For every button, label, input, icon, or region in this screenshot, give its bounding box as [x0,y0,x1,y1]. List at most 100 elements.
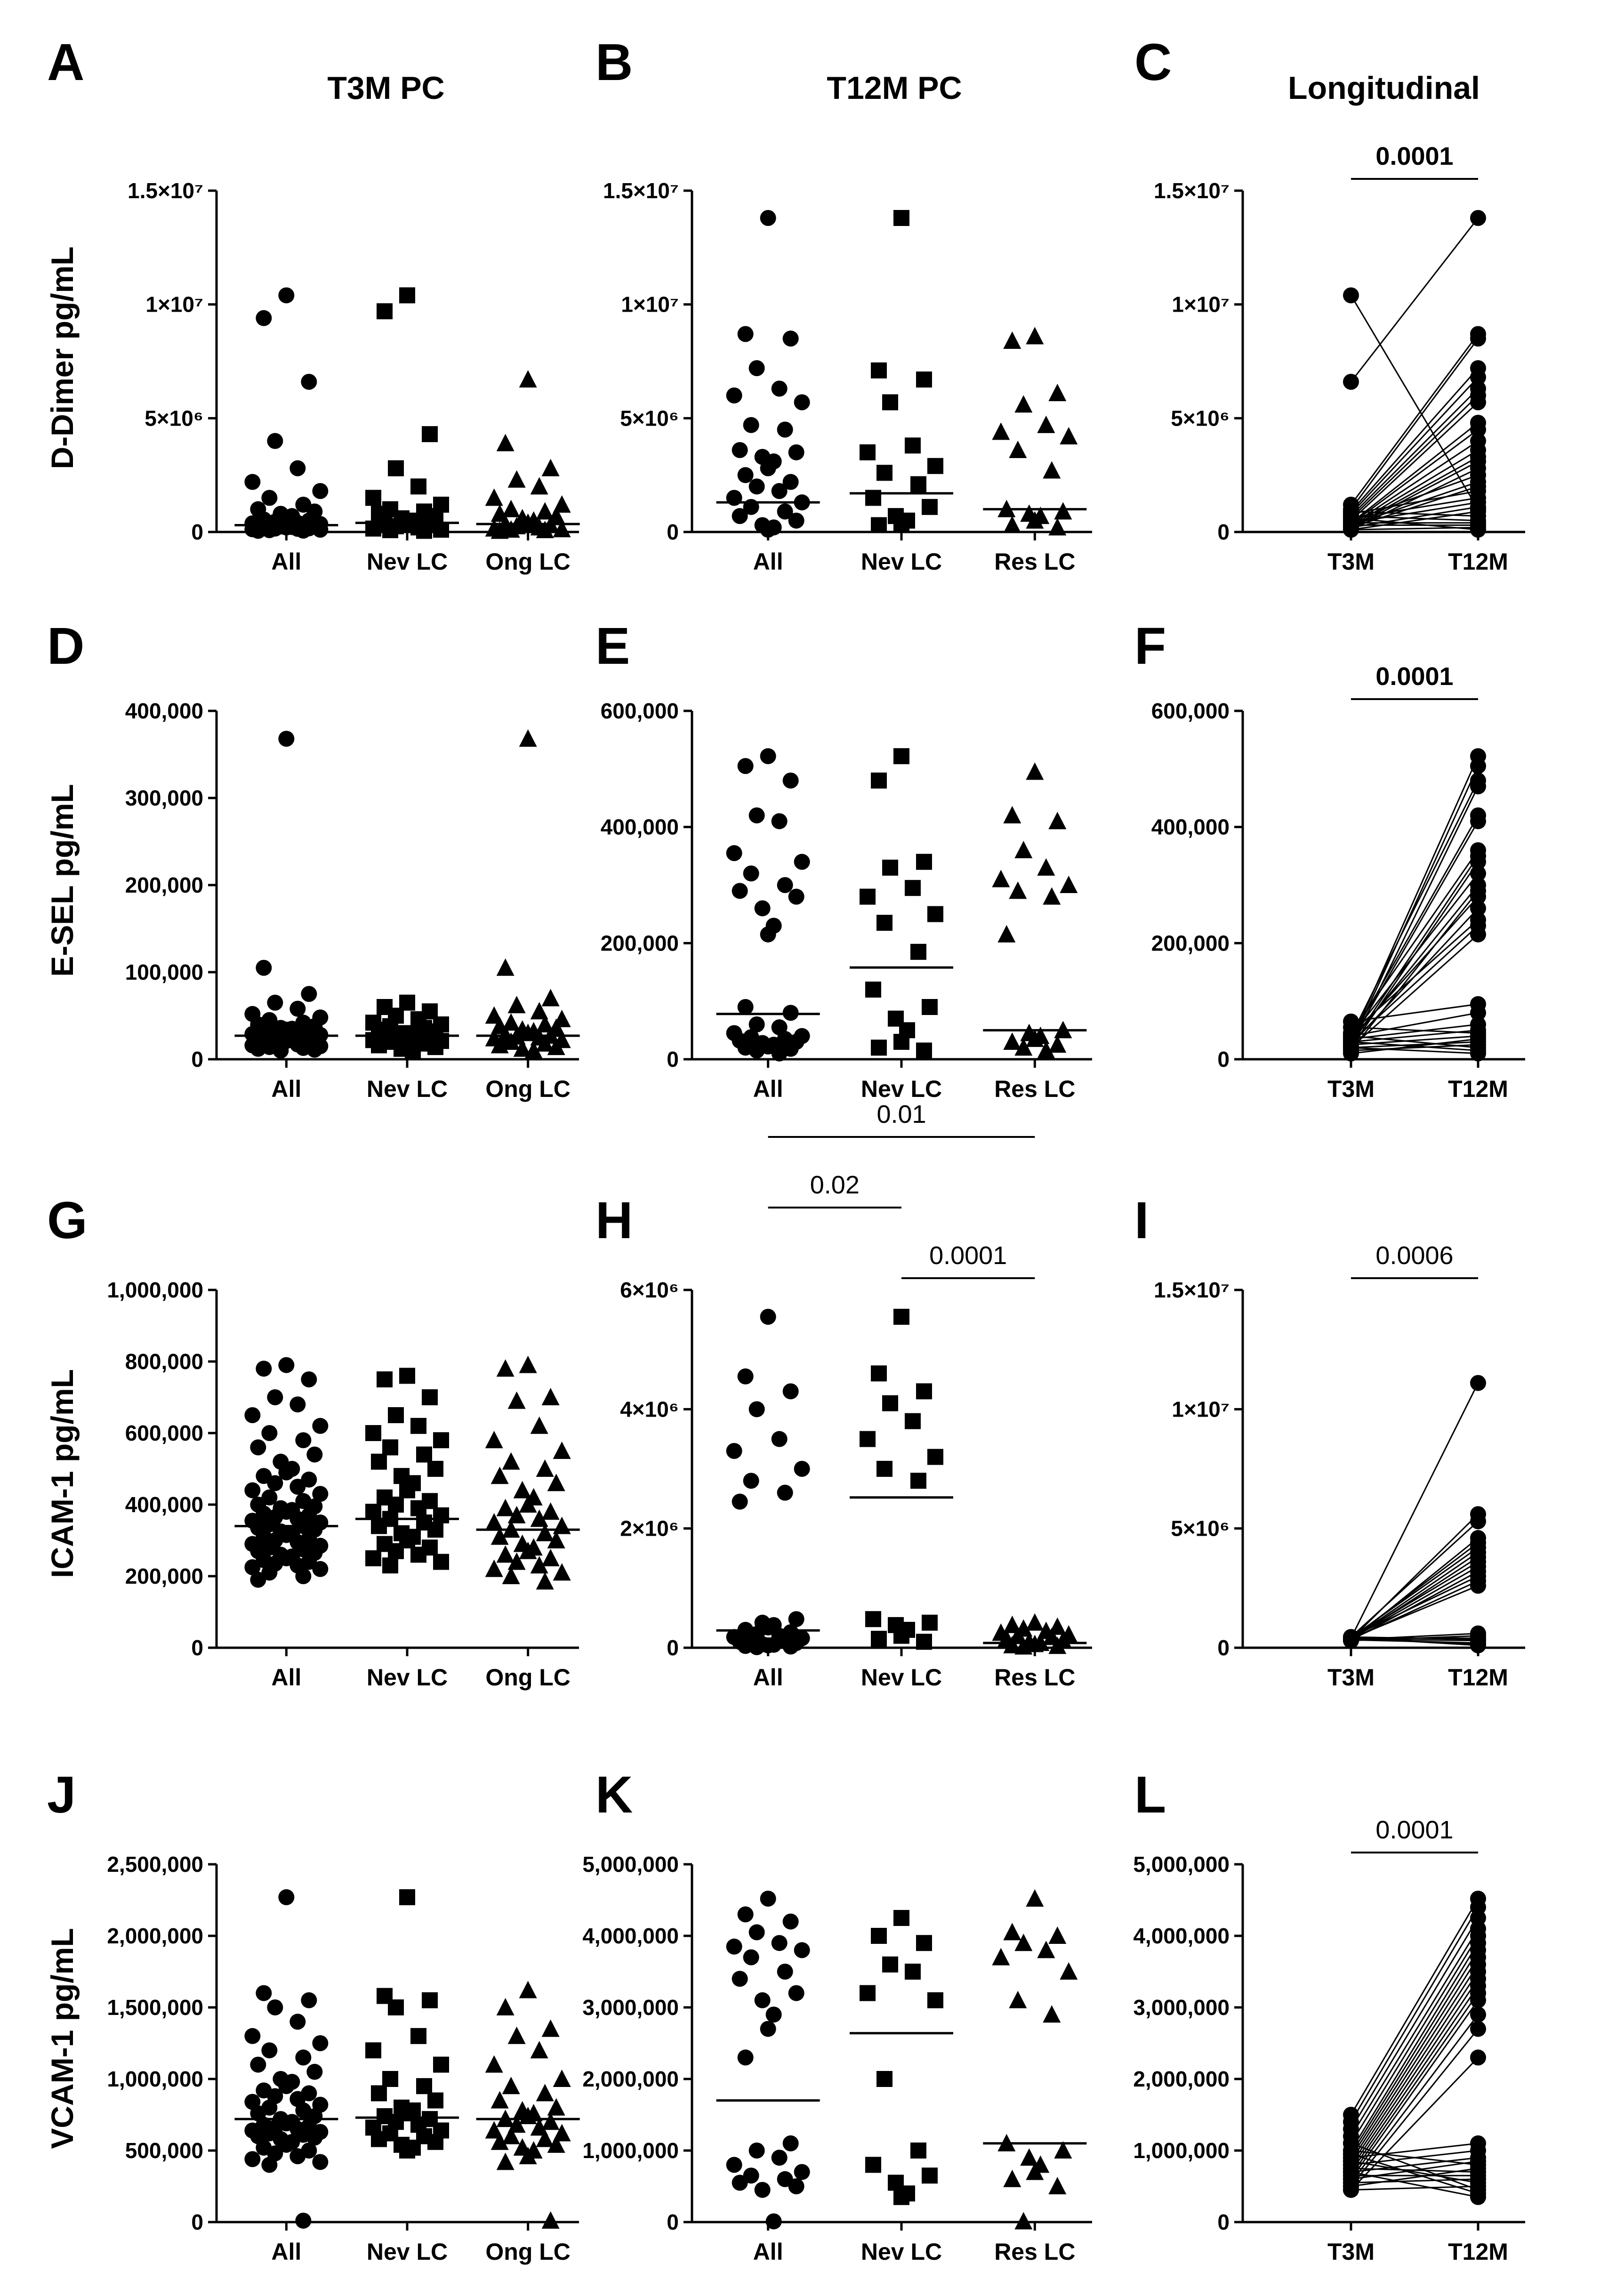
data-point [726,387,742,403]
data-point [388,1543,404,1559]
data-point [244,2151,261,2167]
x-category-label: All [753,1664,783,1691]
data-point [726,1938,742,1955]
data-point [794,1461,810,1477]
y-tick-label: 0 [667,520,679,544]
panel-H: H 0 2×10⁶ 4×10⁶ 6×10⁶ All Nev LC Res LC 0.01 0.02… [595,1100,1092,1691]
panel-letter-J: J [47,1766,76,1824]
data-point [1054,502,1072,520]
data-point [748,1401,765,1418]
data-point [922,499,938,515]
data-point [496,958,515,976]
data-point [536,1459,554,1477]
data-point [1026,511,1044,529]
data-point [547,1531,565,1548]
data-point [1014,2212,1033,2230]
data-point [1470,1631,1486,1648]
data-point [507,1391,526,1409]
data-point [502,520,520,538]
data-point [1026,327,1044,345]
data-point [256,959,272,976]
data-point [1060,1962,1078,1980]
data-point [301,1992,317,2008]
data-point [1037,415,1055,433]
panel-L: L 0 1,000,000 2,000,000 3,000,000 4,000,000 5,… [1133,1766,1525,2265]
data-point [433,2056,449,2073]
data-point [754,2182,771,2198]
data-point [433,1432,449,1449]
data-point [410,1547,426,1563]
data-point [737,1906,754,1923]
x-category-label: Ong LC [485,2239,571,2265]
data-point [295,1568,312,1584]
data-point [1470,394,1486,411]
y-tick-label: 2,500,000 [107,1852,203,1877]
pair-line [1351,1585,1479,1639]
data-point [371,1453,387,1470]
y-tick-label: 200,000 [125,873,203,897]
data-point [782,474,799,490]
pair-line [1350,1907,1479,2122]
data-point [530,477,548,495]
pair-line [1350,890,1479,1051]
data-point [422,1992,438,2008]
x-category-label: T3M [1327,548,1375,575]
data-point [1470,865,1486,882]
pair-line [1351,511,1479,531]
data-point [1014,1933,1033,1951]
data-point [410,2028,426,2044]
data-point [261,2042,278,2059]
data-point [893,2189,909,2205]
data-point [905,1413,921,1429]
data-point [433,1554,449,1570]
data-point [788,512,804,529]
data-point [365,1504,381,1520]
data-point [927,906,943,922]
data-point [502,2127,520,2144]
pair-line [1351,506,1479,528]
data-point [410,1418,426,1434]
data-point [244,1407,261,1423]
data-point [1060,427,1078,444]
data-point [860,888,876,905]
pair-line [1350,1978,1479,2169]
data-point [416,2078,432,2095]
x-category-label: Nev LC [367,2239,448,2265]
y-tick-label: 1.5×10⁷ [1154,178,1230,203]
data-point [496,434,515,451]
x-category-label: Nev LC [861,1664,942,1691]
data-point [1470,1031,1486,1047]
data-point [916,1042,932,1059]
data-point [1470,2021,1486,2037]
pair-line [1351,429,1479,525]
y-tick-label: 3,000,000 [1133,1995,1230,2020]
data-point [377,1029,393,1046]
data-point [927,1449,943,1465]
pair-line [1351,481,1479,526]
data-point [1003,516,1021,533]
data-point [382,522,398,539]
y-tick-label: 1,000,000 [107,1278,203,1302]
pair-line [1351,2143,1479,2191]
data-point [244,1559,261,1575]
y-tick-label: 0 [191,1047,203,1071]
data-point [916,1634,932,1650]
pair-line [1351,422,1479,524]
data-point [1470,813,1486,830]
data-point [1060,876,1078,893]
data-point [732,442,748,458]
panel-D: D 0 100,000 200,000 300,000 400,000 All Nev LC O… [47,617,580,1102]
data-point [530,1509,548,1527]
pair-line [1351,1547,1479,1638]
data-point [871,773,887,789]
y-tick-label: 2,000,000 [1133,2067,1230,2091]
data-point [289,460,306,476]
data-point [748,807,765,823]
pair-line [1350,1971,1479,2166]
y-tick-label: 3,000,000 [582,1995,679,2020]
data-point [547,1038,565,1055]
data-point [377,1371,393,1387]
data-point [748,2143,765,2159]
data-point [1026,762,1044,780]
row-ylabel-1: E-SEL pg/mL [45,784,80,976]
